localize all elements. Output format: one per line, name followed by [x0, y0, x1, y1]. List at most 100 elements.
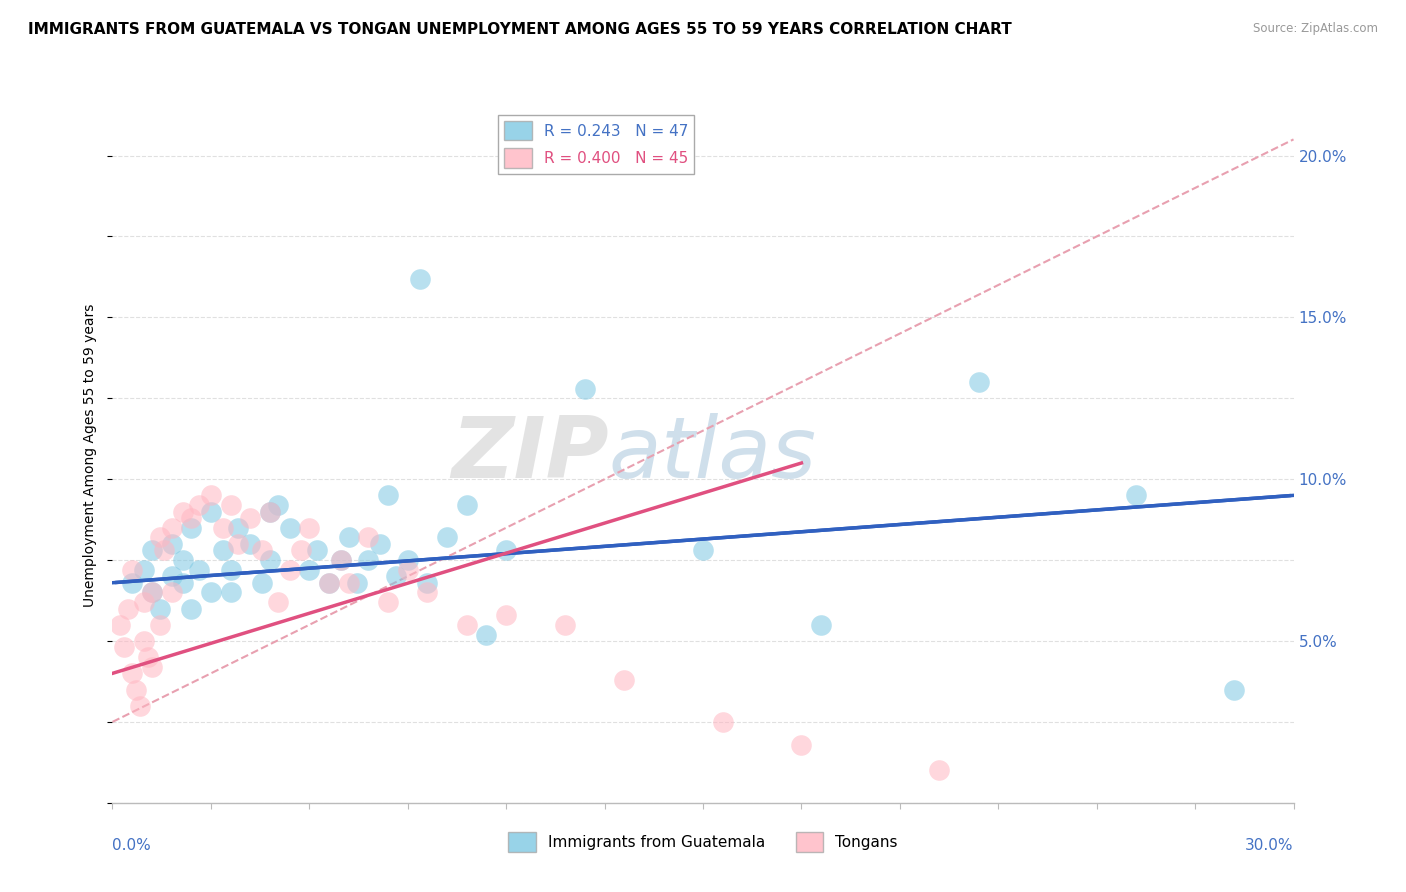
Point	[318, 575, 340, 590]
Point	[129, 698, 152, 713]
Point	[117, 601, 139, 615]
Point	[219, 563, 242, 577]
Text: ZIP: ZIP	[451, 413, 609, 497]
Point	[711, 714, 734, 729]
Point	[368, 537, 391, 551]
Point	[337, 575, 360, 590]
Point	[377, 595, 399, 609]
Point	[180, 601, 202, 615]
Point	[172, 504, 194, 518]
Point	[259, 504, 281, 518]
Point	[416, 575, 439, 590]
Point	[337, 531, 360, 545]
Point	[149, 601, 172, 615]
Point	[160, 585, 183, 599]
Point	[250, 575, 273, 590]
Point	[456, 498, 478, 512]
Text: atlas: atlas	[609, 413, 817, 497]
Point	[278, 563, 301, 577]
Point	[307, 543, 329, 558]
Point	[357, 553, 380, 567]
Point	[141, 660, 163, 674]
Text: 30.0%: 30.0%	[1246, 838, 1294, 853]
Point	[298, 563, 321, 577]
Point	[219, 585, 242, 599]
Point	[1125, 488, 1147, 502]
Point	[180, 511, 202, 525]
Point	[228, 521, 250, 535]
Point	[160, 521, 183, 535]
Text: Source: ZipAtlas.com: Source: ZipAtlas.com	[1253, 22, 1378, 36]
Point	[132, 595, 155, 609]
Point	[346, 575, 368, 590]
Point	[172, 575, 194, 590]
Point	[377, 488, 399, 502]
Point	[152, 543, 174, 558]
Point	[219, 498, 242, 512]
Point	[200, 585, 222, 599]
Point	[160, 537, 183, 551]
Point	[188, 563, 211, 577]
Point	[110, 617, 132, 632]
Point	[495, 608, 517, 623]
Point	[121, 563, 143, 577]
Point	[160, 569, 183, 583]
Point	[318, 575, 340, 590]
Point	[267, 595, 290, 609]
Point	[250, 543, 273, 558]
Point	[200, 504, 222, 518]
Point	[456, 617, 478, 632]
Point	[574, 382, 596, 396]
Point	[141, 543, 163, 558]
Point	[1223, 682, 1246, 697]
Point	[329, 553, 352, 567]
Point	[267, 498, 290, 512]
Point	[149, 617, 172, 632]
Point	[149, 531, 172, 545]
Point	[928, 764, 950, 778]
Point	[436, 531, 458, 545]
Point	[121, 666, 143, 681]
Point	[188, 498, 211, 512]
Text: 0.0%: 0.0%	[112, 838, 152, 853]
Point	[112, 640, 135, 655]
Point	[239, 511, 262, 525]
Point	[136, 650, 159, 665]
Point	[290, 543, 312, 558]
Point	[132, 563, 155, 577]
Point	[259, 553, 281, 567]
Point	[121, 575, 143, 590]
Point	[416, 585, 439, 599]
Point	[408, 271, 430, 285]
Point	[790, 738, 813, 752]
Point	[495, 543, 517, 558]
Point	[278, 521, 301, 535]
Point	[125, 682, 148, 697]
Point	[475, 627, 498, 641]
Legend: Immigrants from Guatemala, Tongans: Immigrants from Guatemala, Tongans	[502, 826, 904, 858]
Point	[200, 488, 222, 502]
Point	[385, 569, 408, 583]
Point	[180, 521, 202, 535]
Point	[554, 617, 576, 632]
Point	[211, 521, 233, 535]
Point	[357, 531, 380, 545]
Point	[967, 375, 990, 389]
Point	[141, 585, 163, 599]
Point	[329, 553, 352, 567]
Point	[298, 521, 321, 535]
Y-axis label: Unemployment Among Ages 55 to 59 years: Unemployment Among Ages 55 to 59 years	[83, 303, 97, 607]
Point	[228, 537, 250, 551]
Point	[172, 553, 194, 567]
Point	[810, 617, 832, 632]
Point	[211, 543, 233, 558]
Point	[239, 537, 262, 551]
Point	[141, 585, 163, 599]
Point	[396, 563, 419, 577]
Point	[396, 553, 419, 567]
Point	[132, 634, 155, 648]
Text: IMMIGRANTS FROM GUATEMALA VS TONGAN UNEMPLOYMENT AMONG AGES 55 TO 59 YEARS CORRE: IMMIGRANTS FROM GUATEMALA VS TONGAN UNEM…	[28, 22, 1012, 37]
Point	[692, 543, 714, 558]
Point	[259, 504, 281, 518]
Point	[613, 673, 636, 687]
